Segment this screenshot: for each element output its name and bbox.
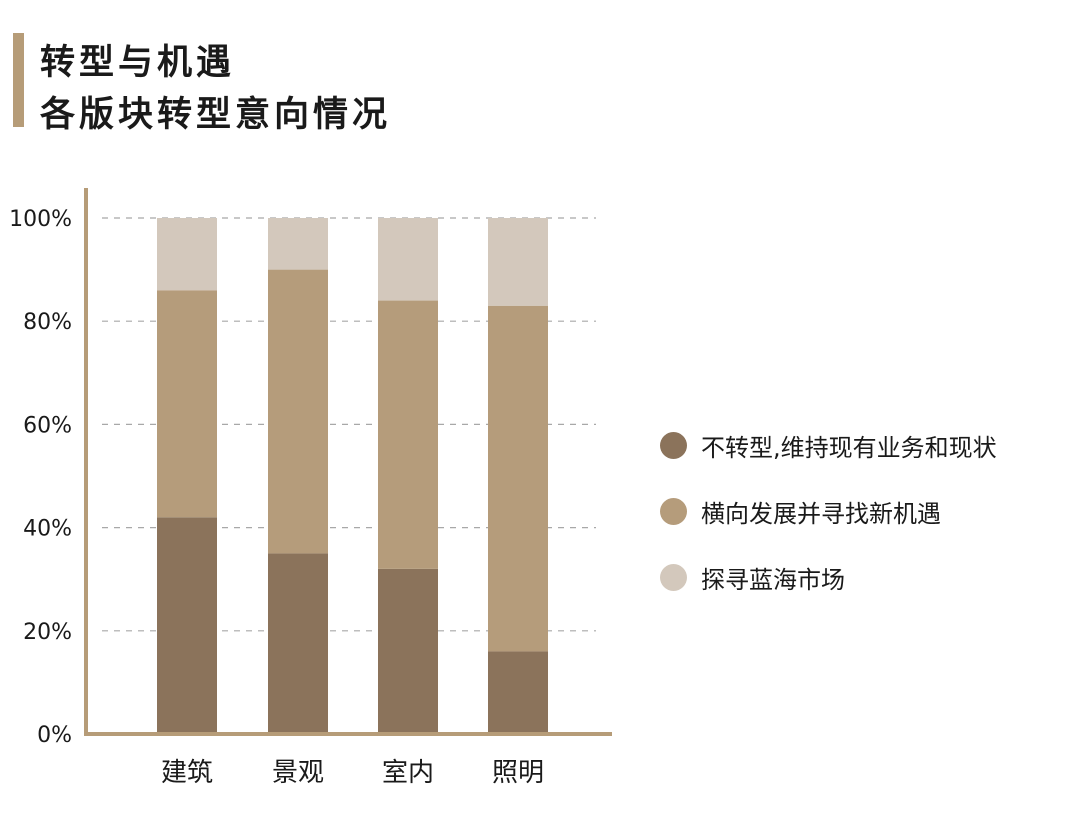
bar-3-series-1 xyxy=(488,305,548,652)
y-tick-label-20: 20% xyxy=(23,620,72,645)
legend-item-horizontal-growth: 横向发展并寻找新机遇 xyxy=(660,489,997,533)
y-tick-label-100: 100% xyxy=(9,207,72,232)
bar-0-series-0 xyxy=(157,517,217,734)
legend-label-no-transform: 不转型,维持现有业务和现状 xyxy=(701,433,997,462)
bar-2-series-0 xyxy=(378,568,438,734)
legend-swatch-horizontal-growth xyxy=(660,497,687,525)
legend-label-horizontal-growth: 横向发展并寻找新机遇 xyxy=(701,499,941,528)
chart-title: 各版块转型意向情况 xyxy=(40,95,392,135)
legend-label-blue-ocean: 探寻蓝海市场 xyxy=(701,565,845,594)
x-tick-label-3: 照明 xyxy=(492,758,544,788)
bar-3-series-2 xyxy=(488,218,548,306)
y-tick-label-0: 0% xyxy=(37,723,72,748)
bar-1-series-2 xyxy=(268,218,328,270)
y-tick-label-40: 40% xyxy=(23,517,72,542)
legend-item-no-transform: 不转型,维持现有业务和现状 xyxy=(660,423,997,467)
page-title: 转型与机遇 xyxy=(40,43,236,83)
y-tick-label-60: 60% xyxy=(23,413,72,438)
bar-1-series-0 xyxy=(268,553,328,734)
bar-1-series-1 xyxy=(268,269,328,554)
bar-0-series-1 xyxy=(157,290,217,518)
bar-0-series-2 xyxy=(157,218,217,291)
bar-3-series-0 xyxy=(488,651,548,734)
x-tick-label-1: 景观 xyxy=(272,758,324,788)
legend-item-blue-ocean: 探寻蓝海市场 xyxy=(660,555,997,599)
chart-legend: 不转型,维持现有业务和现状 横向发展并寻找新机遇 探寻蓝海市场 xyxy=(660,423,997,621)
bar-2-series-2 xyxy=(378,218,438,301)
x-tick-label-0: 建筑 xyxy=(161,758,213,788)
bar-2-series-1 xyxy=(378,300,438,569)
y-tick-label-80: 80% xyxy=(23,310,72,335)
legend-swatch-blue-ocean xyxy=(660,563,687,591)
title-accent-bar xyxy=(13,33,24,127)
legend-swatch-no-transform xyxy=(660,431,687,459)
x-tick-label-2: 室内 xyxy=(382,758,434,788)
